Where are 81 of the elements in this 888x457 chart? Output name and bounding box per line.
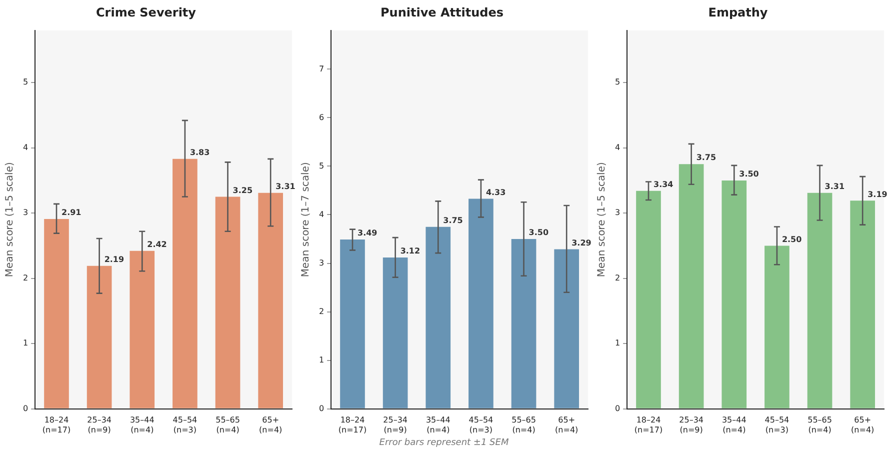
bar [554,249,580,408]
data-label: 3.25 [232,186,253,195]
bar [678,164,704,408]
data-label: 4.33 [486,188,506,197]
data-label: 3.34 [654,180,674,189]
bar [382,257,408,408]
y-tick-label: 5 [22,78,28,87]
x-tick-label: 25–34 (n=9) [87,416,112,434]
bar [807,192,832,408]
data-label: 3.29 [572,238,592,248]
data-label: 2.42 [147,240,167,249]
bar [172,158,198,408]
data-label: 2.19 [104,255,124,264]
chart-title: Empathy [708,5,768,20]
y-tick-label: 7 [318,64,324,74]
y-tick-label: 1 [318,355,324,364]
data-label: 3.31 [276,182,296,191]
y-tick-label: 3 [22,208,28,218]
bar [722,180,747,408]
bar [426,226,451,408]
x-tick-label: 45–54 (n=3) [764,416,790,434]
bar [511,239,536,408]
y-tick-label: 2 [22,273,28,282]
data-label: 3.75 [696,153,716,162]
data-label: 2.50 [782,234,802,244]
y-tick-label: 3 [318,258,324,268]
bar [215,196,240,408]
text: Error bars represent ±1 SEM [378,438,510,448]
bar [44,218,69,408]
x-tick-label: 25–34 (n=9) [383,416,408,434]
y-tick-label: 0 [22,404,28,413]
x-tick-label: 25–34 (n=9) [679,416,704,434]
data-label: 3.75 [443,216,464,225]
x-tick-label: 55–65 (n=4) [216,416,240,434]
bar [636,190,661,408]
y-tick-label: 1 [614,338,620,348]
y-tick-label: 1 [22,338,28,348]
chart-title: Crime Severity [96,5,196,20]
bar [850,200,876,408]
x-tick-label: 35–44 (n=4) [722,416,746,434]
data-label: 3.49 [358,228,378,238]
y-tick-label: 4 [614,142,620,152]
bar [258,192,284,408]
data-label: 3.12 [400,246,420,256]
bar [130,250,155,408]
data-label: 3.83 [190,148,210,158]
x-tick-label: 65+ (n=4) [555,416,578,434]
y-tick-label: 2 [614,273,620,282]
x-tick-label: 35–44 (n=4) [426,416,450,434]
data-label: 2.91 [62,208,82,218]
x-tick-label: 45–54 (n=3) [172,416,198,434]
chart-title: Punitive Attitudes [380,5,504,20]
y-axis-title: Mean score (1–5 scale) [596,162,608,278]
x-tick-label: 55–65 (n=4) [808,416,832,434]
y-tick-label: 0 [614,404,620,413]
y-axis-title: Mean score (1–7 scale) [300,162,312,278]
bar [86,266,112,408]
bar [468,198,494,408]
y-tick-label: 0 [318,404,324,413]
data-label: 3.31 [824,182,845,191]
x-tick-label: 18–24 (n=17) [634,416,663,434]
bar [764,246,790,408]
y-tick-label: 3 [614,208,620,218]
x-tick-label: 18–24 (n=17) [42,416,71,434]
y-tick-label: 5 [614,78,620,87]
x-tick-label: 65+ (n=4) [259,416,282,434]
y-tick-label: 6 [318,112,324,122]
y-tick-label: 2 [318,306,324,316]
x-tick-label: 18–24 (n=17) [338,416,367,434]
data-label: 3.19 [868,190,888,199]
data-label: 3.50 [528,228,549,238]
x-tick-label: 55–65 (n=4) [512,416,536,434]
y-tick-label: 5 [318,161,324,170]
y-axis-title: Mean score (1–5 scale) [4,162,16,278]
y-tick-label: 4 [22,142,28,152]
x-tick-label: 65+ (n=4) [851,416,874,434]
x-tick-label: 35–44 (n=4) [130,416,154,434]
x-tick-label: 45–54 (n=3) [468,416,494,434]
y-tick-label: 4 [318,210,324,219]
bar [340,239,365,408]
data-label: 3.50 [739,170,760,179]
